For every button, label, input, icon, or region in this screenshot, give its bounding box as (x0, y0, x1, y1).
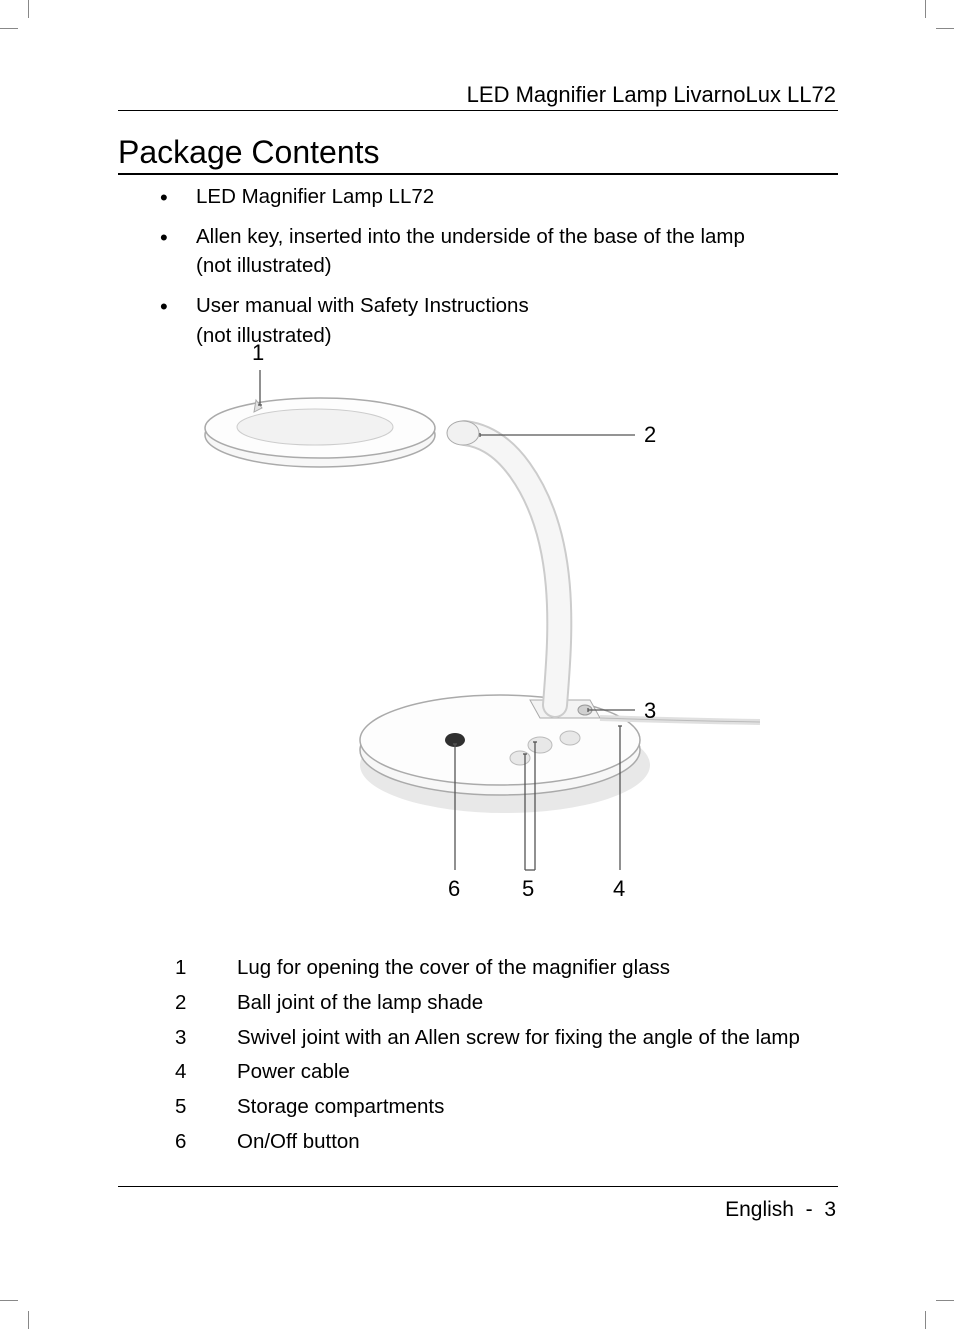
manual-page: LED Magnifier Lamp LivarnoLux LL72 Packa… (0, 0, 954, 1329)
crop-mark (28, 0, 29, 18)
figure-legend: 1 Lug for opening the cover of the magni… (175, 952, 800, 1161)
legend-text: Storage compartments (237, 1091, 444, 1124)
crop-mark (28, 1311, 29, 1329)
legend-number: 3 (175, 1022, 237, 1055)
legend-number: 1 (175, 952, 237, 985)
legend-text: On/Off button (237, 1126, 360, 1159)
crop-mark (0, 1300, 18, 1301)
list-item-subtext: (not illustrated) (196, 254, 332, 277)
header-product-title: LED Magnifier Lamp LivarnoLux LL72 (467, 82, 836, 108)
lamp-illustration (200, 340, 760, 910)
legend-row: 2 Ball joint of the lamp shade (175, 987, 800, 1020)
list-item: Allen key, inserted into the underside o… (160, 222, 820, 281)
legend-text: Ball joint of the lamp shade (237, 987, 483, 1020)
footer-language: English (725, 1198, 794, 1221)
legend-text: Lug for opening the cover of the magnifi… (237, 952, 670, 985)
callout-label-3: 3 (644, 698, 656, 724)
crop-mark (0, 28, 18, 29)
legend-row: 4 Power cable (175, 1056, 800, 1089)
list-item: LED Magnifier Lamp LL72 (160, 182, 820, 212)
package-contents-list: LED Magnifier Lamp LL72 Allen key, inser… (160, 182, 820, 361)
crop-mark (936, 1300, 954, 1301)
list-item-text: LED Magnifier Lamp LL72 (196, 185, 434, 208)
product-figure: 1 2 3 4 5 6 (200, 340, 760, 910)
callout-label-1: 1 (252, 340, 264, 366)
crop-mark (925, 0, 926, 18)
section-underline (118, 173, 838, 175)
crop-mark (925, 1311, 926, 1329)
callout-label-6: 6 (448, 876, 460, 902)
footer-separator: - (806, 1198, 813, 1221)
legend-row: 1 Lug for opening the cover of the magni… (175, 952, 800, 985)
crop-mark (936, 28, 954, 29)
legend-text: Power cable (237, 1056, 350, 1089)
callout-label-5: 5 (522, 876, 534, 902)
footer-rule (118, 1186, 838, 1187)
legend-row: 6 On/Off button (175, 1126, 800, 1159)
list-item-text: User manual with Safety Instructions (196, 294, 529, 317)
header-rule (118, 110, 838, 111)
footer-page-number: 3 (824, 1198, 836, 1221)
footer: English - 3 (725, 1198, 836, 1222)
legend-number: 4 (175, 1056, 237, 1089)
legend-number: 5 (175, 1091, 237, 1124)
legend-row: 5 Storage compartments (175, 1091, 800, 1124)
legend-number: 6 (175, 1126, 237, 1159)
callout-label-2: 2 (644, 422, 656, 448)
section-title: Package Contents (118, 134, 380, 171)
legend-number: 2 (175, 987, 237, 1020)
legend-row: 3 Swivel joint with an Allen screw for f… (175, 1022, 800, 1055)
callout-label-4: 4 (613, 876, 625, 902)
list-item-text: Allen key, inserted into the underside o… (196, 225, 745, 248)
legend-text: Swivel joint with an Allen screw for fix… (237, 1022, 800, 1055)
